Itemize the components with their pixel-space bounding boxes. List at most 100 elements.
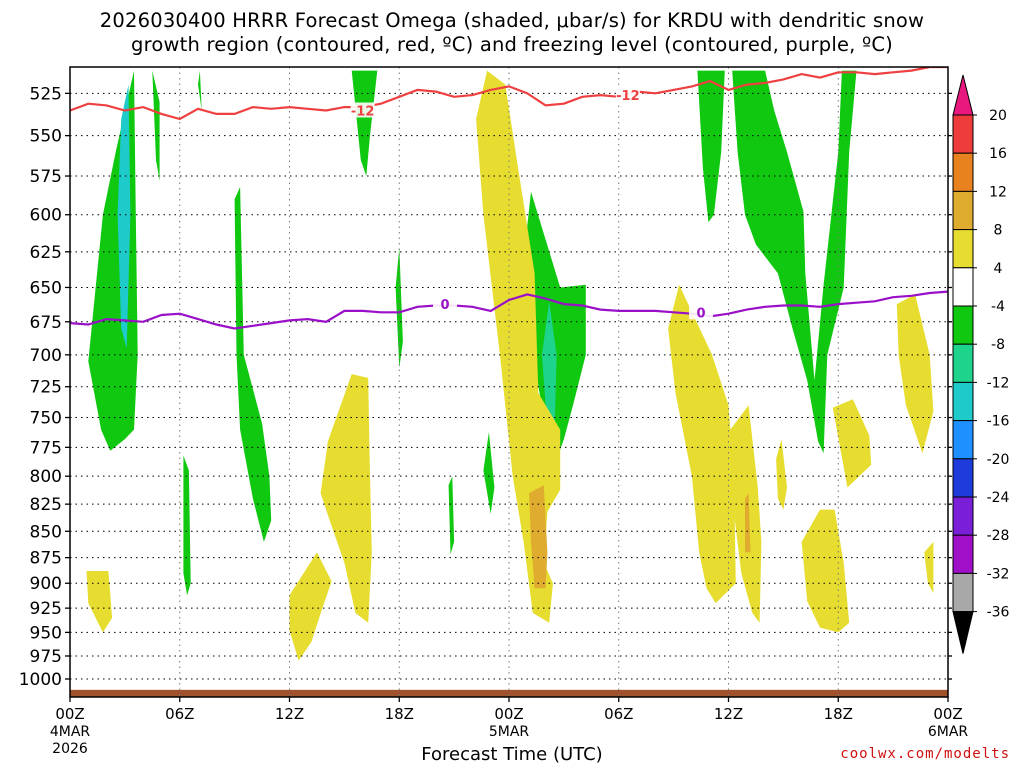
x-tick-label-0: 00Z	[55, 705, 84, 723]
x-axis-label: Forecast Time (UTC)	[421, 744, 603, 765]
omega-positive-region-12	[924, 541, 934, 594]
colorbar-label-11: -28	[987, 528, 1010, 544]
y-tick-label-825: 825	[30, 495, 62, 515]
omega-positive-region-7	[776, 439, 787, 510]
contour-label-0-0: -12	[351, 104, 375, 119]
x-tick-label-30: 06Z	[604, 705, 633, 723]
y-tick-label-600: 600	[30, 206, 62, 226]
colorbar-bin-13	[952, 572, 974, 613]
omega-negative-region-8	[448, 476, 455, 555]
contour-label-bg-1-0	[432, 296, 457, 312]
omega-negative-region-9	[483, 432, 495, 514]
colorbar-bin-7	[952, 343, 974, 383]
omega-negative-region-11	[541, 301, 557, 430]
x-tick-label-36: 12Z	[714, 705, 743, 723]
y-tick-label-875: 875	[30, 549, 62, 569]
y-tick-label-950: 950	[30, 623, 62, 643]
omega-negative-region-0	[88, 70, 138, 451]
colorbar-top-arrow	[952, 74, 974, 116]
colorbar-label-12: -32	[987, 566, 1010, 582]
colorbar-label-6: -8	[991, 337, 1005, 353]
omega-positive-region-10	[832, 399, 872, 488]
ground-layer	[70, 689, 948, 698]
colorbar-bin-1	[952, 114, 974, 154]
colorbar-bin-12	[952, 534, 974, 574]
colorbar-label-10: -24	[987, 490, 1010, 506]
omega-positive-region-8	[745, 493, 751, 553]
y-tick-label-550: 550	[30, 127, 62, 147]
x-tick-date-0: 4MAR	[50, 724, 91, 740]
contour-label-0-1: -12	[616, 89, 640, 104]
omega-positive-region-0	[86, 571, 113, 633]
colorbar-bin-4	[952, 229, 974, 269]
colorbar-label-13: -36	[987, 605, 1010, 621]
contour-label-bg-0-0	[350, 102, 375, 118]
colorbar-label-5: -4	[991, 299, 1005, 315]
omega-negative-region-7	[395, 247, 403, 368]
contour-label-1-0: 0	[440, 298, 449, 313]
y-tick-label-525: 525	[30, 84, 62, 104]
omega-positive-region-3	[476, 70, 561, 623]
x-tick-label-6: 06Z	[165, 705, 194, 723]
y-tick-label-625: 625	[30, 243, 62, 263]
y-tick-label-675: 675	[30, 313, 62, 333]
omega-negative-region-12	[697, 70, 725, 223]
y-tick-label-650: 650	[30, 278, 62, 298]
y-tick-label-750: 750	[30, 409, 62, 429]
dgz-contour-line	[70, 67, 948, 121]
y-tick-label-775: 775	[30, 438, 62, 458]
omega-positive-region-9	[801, 509, 850, 633]
omega-positive-region-4	[529, 485, 548, 589]
colorbar-label-7: -12	[987, 375, 1010, 391]
x-tick-label-18: 18Z	[385, 705, 414, 723]
colorbar-label-4: 4	[994, 261, 1003, 277]
omega-negative-region-3	[198, 70, 202, 111]
colorbar-bin-5	[952, 267, 974, 307]
ground-surface-band	[70, 689, 948, 698]
omega-positive-region-11	[896, 294, 934, 454]
contour-label-bg-1-1	[689, 304, 714, 320]
y-tick-label-725: 725	[30, 378, 62, 398]
omega-positive-region-1	[289, 552, 332, 661]
colorbar-bin-11	[952, 496, 974, 536]
y-tick-label-900: 900	[30, 574, 62, 594]
x-tick-label-42: 18Z	[824, 705, 853, 723]
colorbar-bottom-arrow	[952, 611, 974, 654]
colorbar-label-3: 8	[994, 223, 1003, 239]
colorbar-bin-8	[952, 381, 974, 422]
omega-negative-region-5	[234, 187, 272, 542]
omega-positive-region-5	[668, 284, 736, 604]
x-tick-label-48: 00Z	[933, 705, 962, 723]
colorbar-label-8: -16	[987, 414, 1010, 430]
colorbar: 20 16 12 8 4 -4 -8 -12 -16 -20 -24 -28 -32 -36	[952, 74, 1010, 654]
colorbar-bin-9	[952, 420, 974, 460]
y-tick-label-850: 850	[30, 522, 62, 542]
y-tick-label-575: 575	[30, 167, 62, 187]
omega-negative-region-10	[523, 191, 586, 465]
y-tick-label-975: 975	[30, 647, 62, 667]
colorbar-label-1: 16	[989, 146, 1007, 162]
omega-positive-region-2	[320, 374, 372, 623]
omega-negative-region-2	[152, 70, 160, 181]
x-tick-label-12: 12Z	[275, 705, 304, 723]
y-tick-label-1000: 1000	[19, 670, 62, 690]
omega-negative-region-1	[117, 84, 131, 349]
y-tick-label-700: 700	[30, 346, 62, 366]
colorbar-bin-2	[952, 152, 974, 192]
chart-title-line-1: 2026030400 HRRR Forecast Omega (shaded, …	[99, 9, 925, 32]
colorbar-label-0: 20	[989, 108, 1007, 124]
omega-negative-region-6	[351, 70, 378, 176]
colorbar-label-2: 12	[989, 184, 1007, 200]
y-tick-label-925: 925	[30, 599, 62, 619]
y-tick-label-800: 800	[30, 467, 62, 487]
y-axis: 525 550 575 600 625 650 675 700 725 750 775 800 825 8…	[19, 84, 952, 690]
chart-title-line-2: growth region (contoured, red, ºC) and f…	[131, 33, 893, 56]
colorbar-label-9: -20	[987, 452, 1010, 468]
grid-layer	[70, 67, 948, 697]
contour-layer: -12 -12 0 0	[70, 67, 948, 330]
x-tick-date-24: 5MAR	[489, 724, 530, 740]
colorbar-bin-10	[952, 458, 974, 498]
x-tick-label-24: 00Z	[494, 705, 523, 723]
omega-negative-region-13	[732, 70, 857, 454]
